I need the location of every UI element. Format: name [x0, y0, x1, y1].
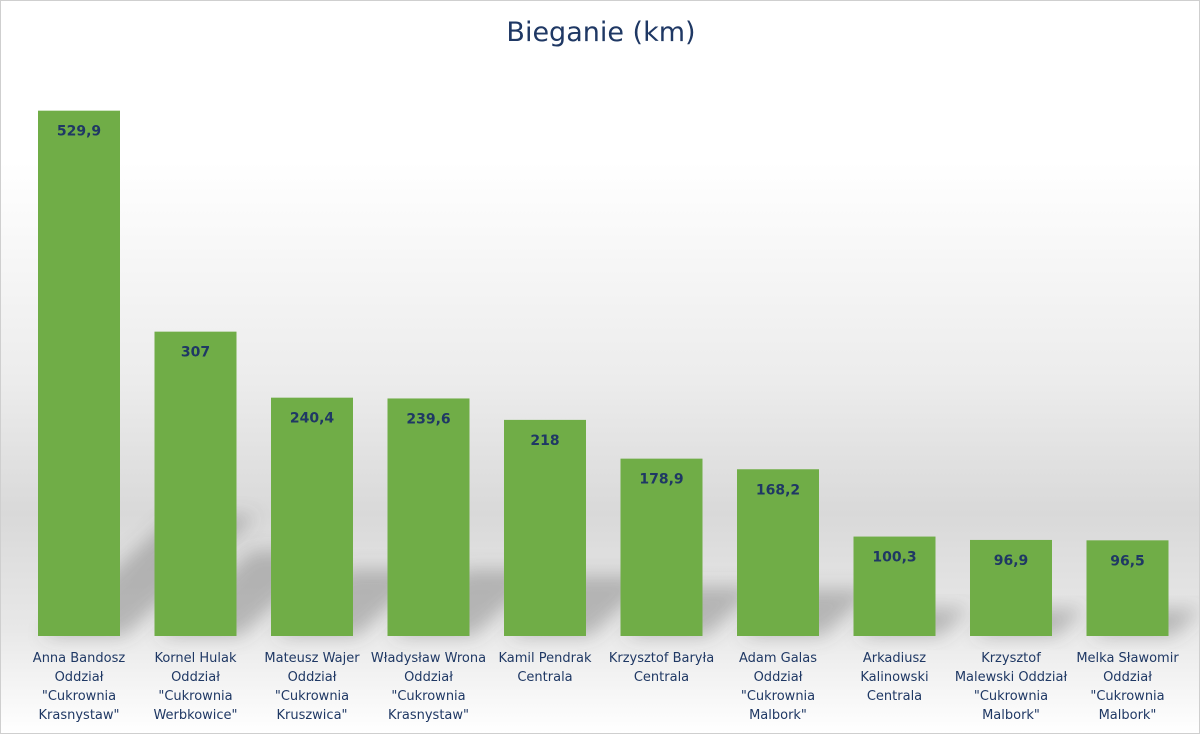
bars	[38, 110, 1169, 637]
bar	[154, 331, 237, 636]
category-label: Anna Bandosz Oddział "Cukrownia Krasnyst…	[32, 651, 126, 723]
category-label: Kamil Pendrak Centrala	[498, 651, 592, 685]
bar	[387, 398, 470, 636]
bar-value-label: 529,9	[57, 124, 101, 140]
bar-value-label: 96,9	[994, 553, 1029, 569]
category-label: Adam Galas Oddział "Cukrownia Malbork"	[738, 651, 818, 723]
bar-value-label: 239,6	[406, 411, 450, 427]
bar-value-label: 96,5	[1110, 553, 1145, 569]
bar-value-label: 100,3	[872, 550, 916, 566]
category-label: Arkadiusz Kalinowski Centrala	[860, 651, 929, 704]
bar	[737, 469, 819, 636]
bar	[1086, 540, 1169, 636]
bar-value-label: 178,9	[639, 472, 683, 488]
category-label: Krzysztof Malewski Oddział "Cukrownia Ma…	[954, 651, 1068, 723]
chart-title: Bieganie (km)	[506, 17, 696, 48]
bar	[504, 419, 586, 636]
bar	[271, 397, 353, 636]
bar	[853, 536, 936, 636]
bar-value-label: 218	[530, 433, 559, 449]
category-label: Krzysztof Baryła Centrala	[608, 651, 715, 685]
category-label: Kornel Hulak Oddział "Cukrownia Werbkowi…	[153, 651, 238, 723]
category-label: Mateusz Wajer Oddział "Cukrownia Kruszwi…	[264, 651, 360, 723]
bar-value-label: 307	[181, 345, 210, 361]
bar-value-label: 240,4	[290, 411, 335, 427]
category-label: Władysław Wrona Oddział "Cukrownia Krasn…	[370, 651, 487, 723]
category-label: Melka Sławomir Oddział "Cukrownia Malbor…	[1076, 651, 1179, 723]
value-labels: 529,9 307 240,4 239,6 218 178,9 168,2 100,3 96,9…	[57, 124, 1145, 570]
bar-value-label: 168,2	[756, 482, 800, 498]
bar	[970, 539, 1052, 636]
bar	[620, 458, 703, 636]
bar	[38, 110, 120, 637]
